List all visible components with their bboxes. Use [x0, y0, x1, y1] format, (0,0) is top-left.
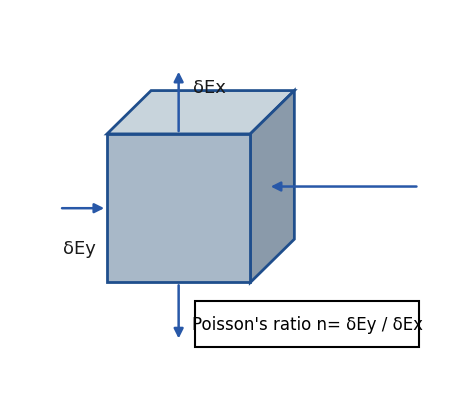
Text: Poisson's ratio n= δEy / δEx: Poisson's ratio n= δEy / δEx	[191, 316, 423, 334]
Text: δEy: δEy	[63, 239, 96, 257]
Polygon shape	[107, 135, 250, 283]
FancyBboxPatch shape	[195, 301, 419, 348]
Polygon shape	[107, 91, 294, 135]
Text: δEx: δEx	[193, 79, 226, 97]
Polygon shape	[250, 91, 294, 283]
